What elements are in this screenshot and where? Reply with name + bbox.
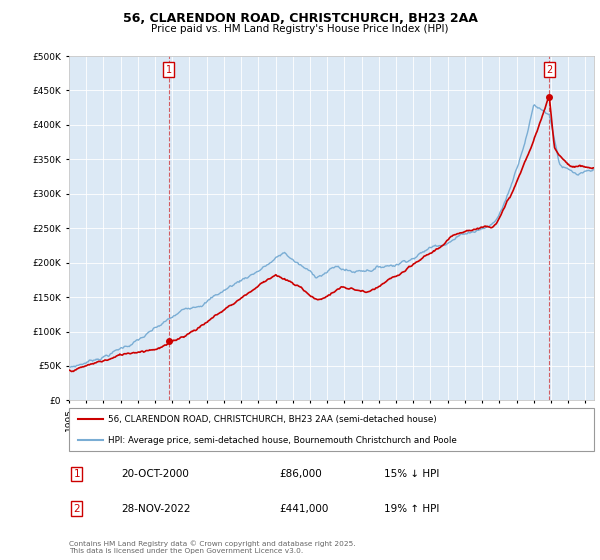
Text: HPI: Average price, semi-detached house, Bournemouth Christchurch and Poole: HPI: Average price, semi-detached house,… <box>109 436 457 445</box>
Text: 1: 1 <box>74 469 80 479</box>
Text: Price paid vs. HM Land Registry's House Price Index (HPI): Price paid vs. HM Land Registry's House … <box>151 24 449 34</box>
Text: 56, CLARENDON ROAD, CHRISTCHURCH, BH23 2AA: 56, CLARENDON ROAD, CHRISTCHURCH, BH23 2… <box>122 12 478 25</box>
Text: 20-OCT-2000: 20-OCT-2000 <box>121 469 190 479</box>
Text: 15% ↓ HPI: 15% ↓ HPI <box>384 469 439 479</box>
Text: 28-NOV-2022: 28-NOV-2022 <box>121 504 191 514</box>
Text: 56, CLARENDON ROAD, CHRISTCHURCH, BH23 2AA (semi-detached house): 56, CLARENDON ROAD, CHRISTCHURCH, BH23 2… <box>109 415 437 424</box>
Text: 19% ↑ HPI: 19% ↑ HPI <box>384 504 439 514</box>
Text: £441,000: £441,000 <box>279 504 328 514</box>
Text: 2: 2 <box>74 504 80 514</box>
FancyBboxPatch shape <box>69 408 594 451</box>
Text: 1: 1 <box>166 65 172 75</box>
Text: Contains HM Land Registry data © Crown copyright and database right 2025.
This d: Contains HM Land Registry data © Crown c… <box>69 541 356 554</box>
Text: £86,000: £86,000 <box>279 469 322 479</box>
Text: 2: 2 <box>546 65 553 75</box>
